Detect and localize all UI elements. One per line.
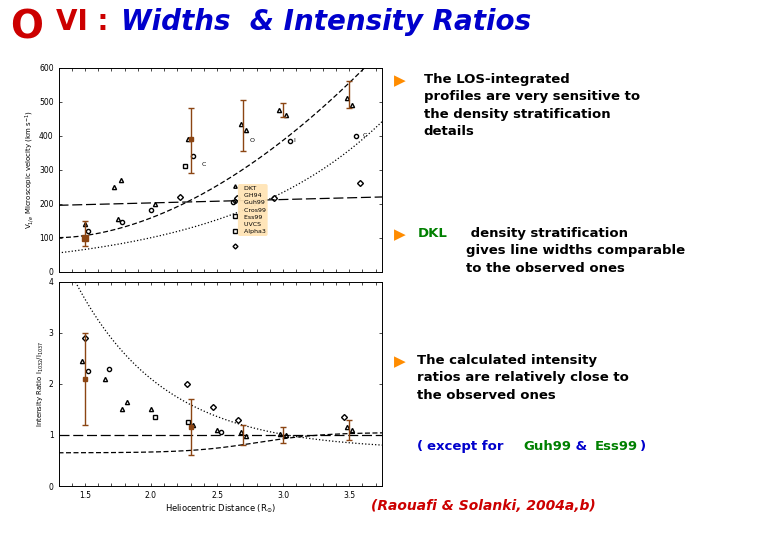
X-axis label: Heliocentric Distance (R$_{\odot}$): Heliocentric Distance (R$_{\odot}$) (165, 503, 276, 515)
Text: Guh99: Guh99 (523, 440, 572, 453)
Text: (Raouafi & Solanki, 2004a,b): (Raouafi & Solanki, 2004a,b) (371, 500, 596, 514)
Text: Widths  & Intensity Ratios: Widths & Intensity Ratios (121, 8, 531, 36)
Text: except for: except for (427, 440, 509, 453)
Text: The calculated intensity
ratios are relatively close to
the observed ones: The calculated intensity ratios are rela… (417, 354, 629, 402)
Text: ): ) (640, 440, 646, 453)
Text: VI :: VI : (56, 8, 119, 36)
Text: Ess99: Ess99 (594, 440, 637, 453)
Text: density stratification
gives line widths comparable
to the observed ones: density stratification gives line widths… (466, 227, 685, 275)
Y-axis label: V$_{1/e}$ Microscopic velocity (km s$^{-1}$): V$_{1/e}$ Microscopic velocity (km s$^{-… (23, 110, 36, 229)
Text: ▶: ▶ (394, 227, 406, 242)
Text: The LOS-integrated
profiles are very sensitive to
the density stratification
det: The LOS-integrated profiles are very sen… (424, 73, 640, 138)
Text: DKT
  GH94
  Guh99
  Cros99
  Ess99
  UVCS
  Alpha3: DKT GH94 Guh99 Cros99 Ess99 UVCS Alpha3 (239, 186, 266, 234)
Y-axis label: Intensity Ratio I$_{1032}$/I$_{1037}$: Intensity Ratio I$_{1032}$/I$_{1037}$ (36, 341, 46, 427)
Text: ▶: ▶ (394, 73, 406, 88)
Text: O: O (250, 138, 255, 143)
Text: O: O (10, 8, 43, 46)
Text: I: I (294, 138, 296, 143)
Text: (: ( (417, 440, 424, 453)
Text: &: & (571, 440, 592, 453)
Text: DKL: DKL (417, 227, 447, 240)
Text: C: C (363, 133, 367, 138)
Text: C: C (201, 162, 206, 167)
Text: ▶: ▶ (394, 354, 406, 369)
